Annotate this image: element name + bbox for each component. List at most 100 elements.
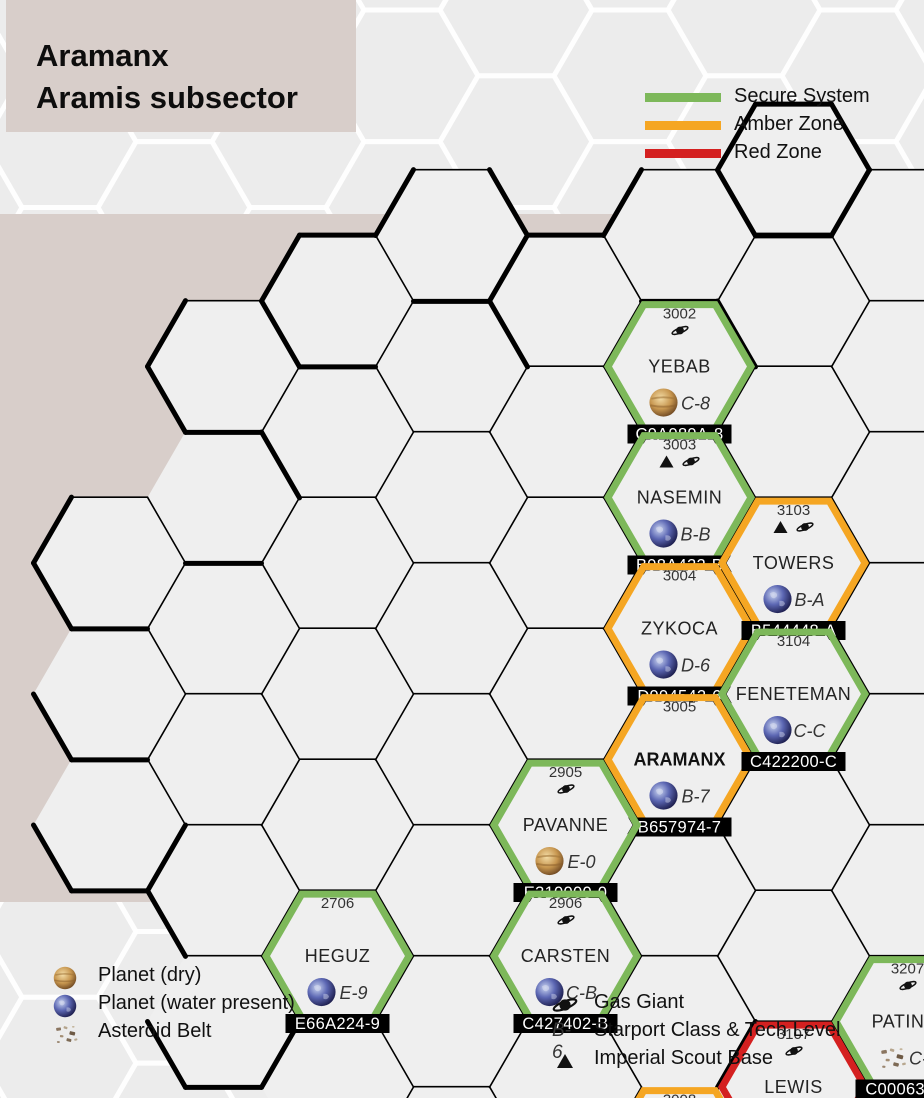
hex-edge [146, 627, 187, 695]
hex-cell [406, 1086, 497, 1098]
hex-edge [374, 365, 415, 433]
hex-edge [716, 365, 757, 434]
legend-label: Asteroid Belt [98, 1020, 212, 1042]
hex-number: 3002 [663, 306, 696, 323]
planet-dry-icon [534, 846, 565, 876]
hex-cell [489, 366, 642, 498]
hex-cell [33, 759, 186, 891]
system-hex-fill [270, 897, 405, 1015]
hex-edge [260, 365, 301, 434]
hex-edge [830, 496, 871, 564]
hex-cell [603, 824, 756, 957]
secure-zone-ring [831, 956, 924, 1087]
starport-tech: B-A [794, 590, 824, 610]
system-heguz[interactable]: 2706 HEGUZ E-9 E66A224-9 [261, 890, 414, 1033]
subsector-border [487, 167, 530, 238]
map-subtitle: Aramis subsector [36, 80, 298, 115]
subsector-border [715, 298, 758, 370]
system-name: YEBAB [648, 357, 711, 377]
hex-cell [375, 955, 528, 1088]
system-carsten[interactable]: 2906 CARSTEN C-B C427402-B [489, 890, 642, 1033]
system-aramanx[interactable]: 3005 ARAMANX B-7 B657974-7 [603, 694, 756, 837]
hex-cell [261, 628, 414, 760]
hex-edge [716, 234, 757, 303]
hex-cell [375, 824, 528, 957]
hex-cell [717, 759, 870, 891]
hex-edge [602, 300, 643, 368]
hex-edge [830, 300, 871, 368]
hex-cell [489, 497, 642, 629]
system-hex-fill [612, 570, 747, 687]
hex-cell [717, 235, 870, 367]
system-name: TOWERS [753, 553, 835, 573]
hex-cell [717, 104, 870, 236]
starport-tech: B-7 [681, 787, 710, 807]
planet-water-icon [649, 650, 678, 679]
hex-number: 3003 [663, 437, 696, 454]
hex-cell [831, 824, 924, 957]
hex-edge [830, 1020, 871, 1088]
hex-cell [261, 497, 414, 629]
system-name: PAVANNE [523, 815, 609, 835]
system-lewis[interactable]: 3107LEWISD-7D427402-7 [717, 1021, 870, 1098]
system-feneteman[interactable]: 3104 FENETEMAN C-C C422200-C [717, 628, 870, 771]
uwp-label-bg [513, 1014, 618, 1033]
subsector-border [31, 822, 74, 894]
starport-tech: C-C [794, 721, 827, 741]
hex-number: 2905 [549, 764, 582, 781]
hex-cell [831, 562, 924, 695]
system-patinir[interactable]: 3207 PATINIR C-9 C000632-9 [831, 956, 924, 1098]
system-name: HEGUZ [305, 946, 371, 966]
subsector-border [259, 298, 302, 370]
hex-cell [261, 235, 414, 367]
hex-edge [374, 234, 415, 302]
starport-tech: C-B [566, 983, 597, 1003]
hex-edge [716, 889, 757, 958]
hex-edge [374, 496, 415, 564]
hex-edge [374, 889, 415, 957]
amber-zone-ring [635, 1087, 724, 1098]
subsector-border [145, 364, 188, 435]
hex-edge [830, 234, 871, 302]
planet-water-icon [307, 977, 336, 1007]
zone-legend-label: Red Zone [734, 141, 822, 163]
title-box: Aramanx Aramis subsector [6, 0, 356, 132]
hex-edge [830, 955, 871, 1023]
system-hex-fill [726, 1028, 861, 1098]
system-name: ARAMANX [634, 750, 726, 770]
uwp-code: E66A224-9 [295, 1015, 380, 1033]
asteroid-belt-icon [56, 1026, 78, 1044]
hex-cell [831, 300, 924, 433]
starport-tech: E-0 [567, 852, 595, 872]
hex-edge [602, 234, 643, 302]
hex-edge [374, 693, 415, 761]
uwp-code: B657974-7 [638, 819, 721, 837]
hex-cell [489, 628, 642, 760]
scout-base-icon [557, 1054, 573, 1068]
legend-label: Starport Class & Tech Level [594, 1019, 841, 1041]
bg-hex [893, 88, 924, 196]
planet-water-icon [763, 715, 792, 745]
planet-water-icon [763, 584, 792, 614]
hex-edge [716, 496, 757, 565]
hex-cell [33, 497, 186, 629]
uwp-code: C422200-C [750, 753, 837, 771]
gas-giant-icon [552, 996, 578, 1014]
system-hex-fill [726, 635, 861, 753]
hex-cell [147, 824, 300, 957]
hex-edge [374, 431, 415, 499]
hex-cell [717, 366, 870, 498]
hex-edge [488, 496, 529, 565]
hex-number: 3004 [663, 568, 696, 585]
subsector-border [373, 167, 416, 238]
hex-edge [260, 758, 301, 827]
subsector-border [487, 298, 530, 370]
system-pysadi[interactable]: 3008PYSADIC-5C5766D8-5 [608, 1087, 751, 1098]
system-name: LEWIS [764, 1077, 823, 1097]
hex-edge [260, 496, 301, 565]
subsector-border [145, 298, 188, 369]
hex-edge [488, 954, 529, 1023]
hex-cell [717, 890, 870, 1022]
subsector-border [715, 1019, 758, 1090]
hex-edge [260, 954, 301, 1023]
